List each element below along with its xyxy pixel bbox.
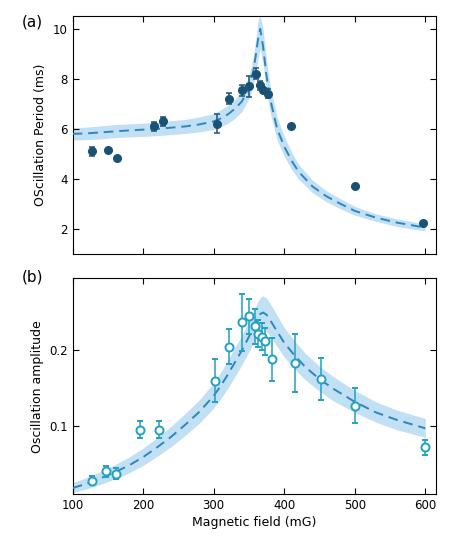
- Text: (a): (a): [22, 14, 43, 29]
- X-axis label: Magnetic field (mG): Magnetic field (mG): [192, 516, 316, 529]
- Y-axis label: Oscillation amplitude: Oscillation amplitude: [30, 320, 44, 453]
- Y-axis label: OScillation Period (ms): OScillation Period (ms): [35, 64, 47, 206]
- Text: (b): (b): [22, 270, 43, 285]
